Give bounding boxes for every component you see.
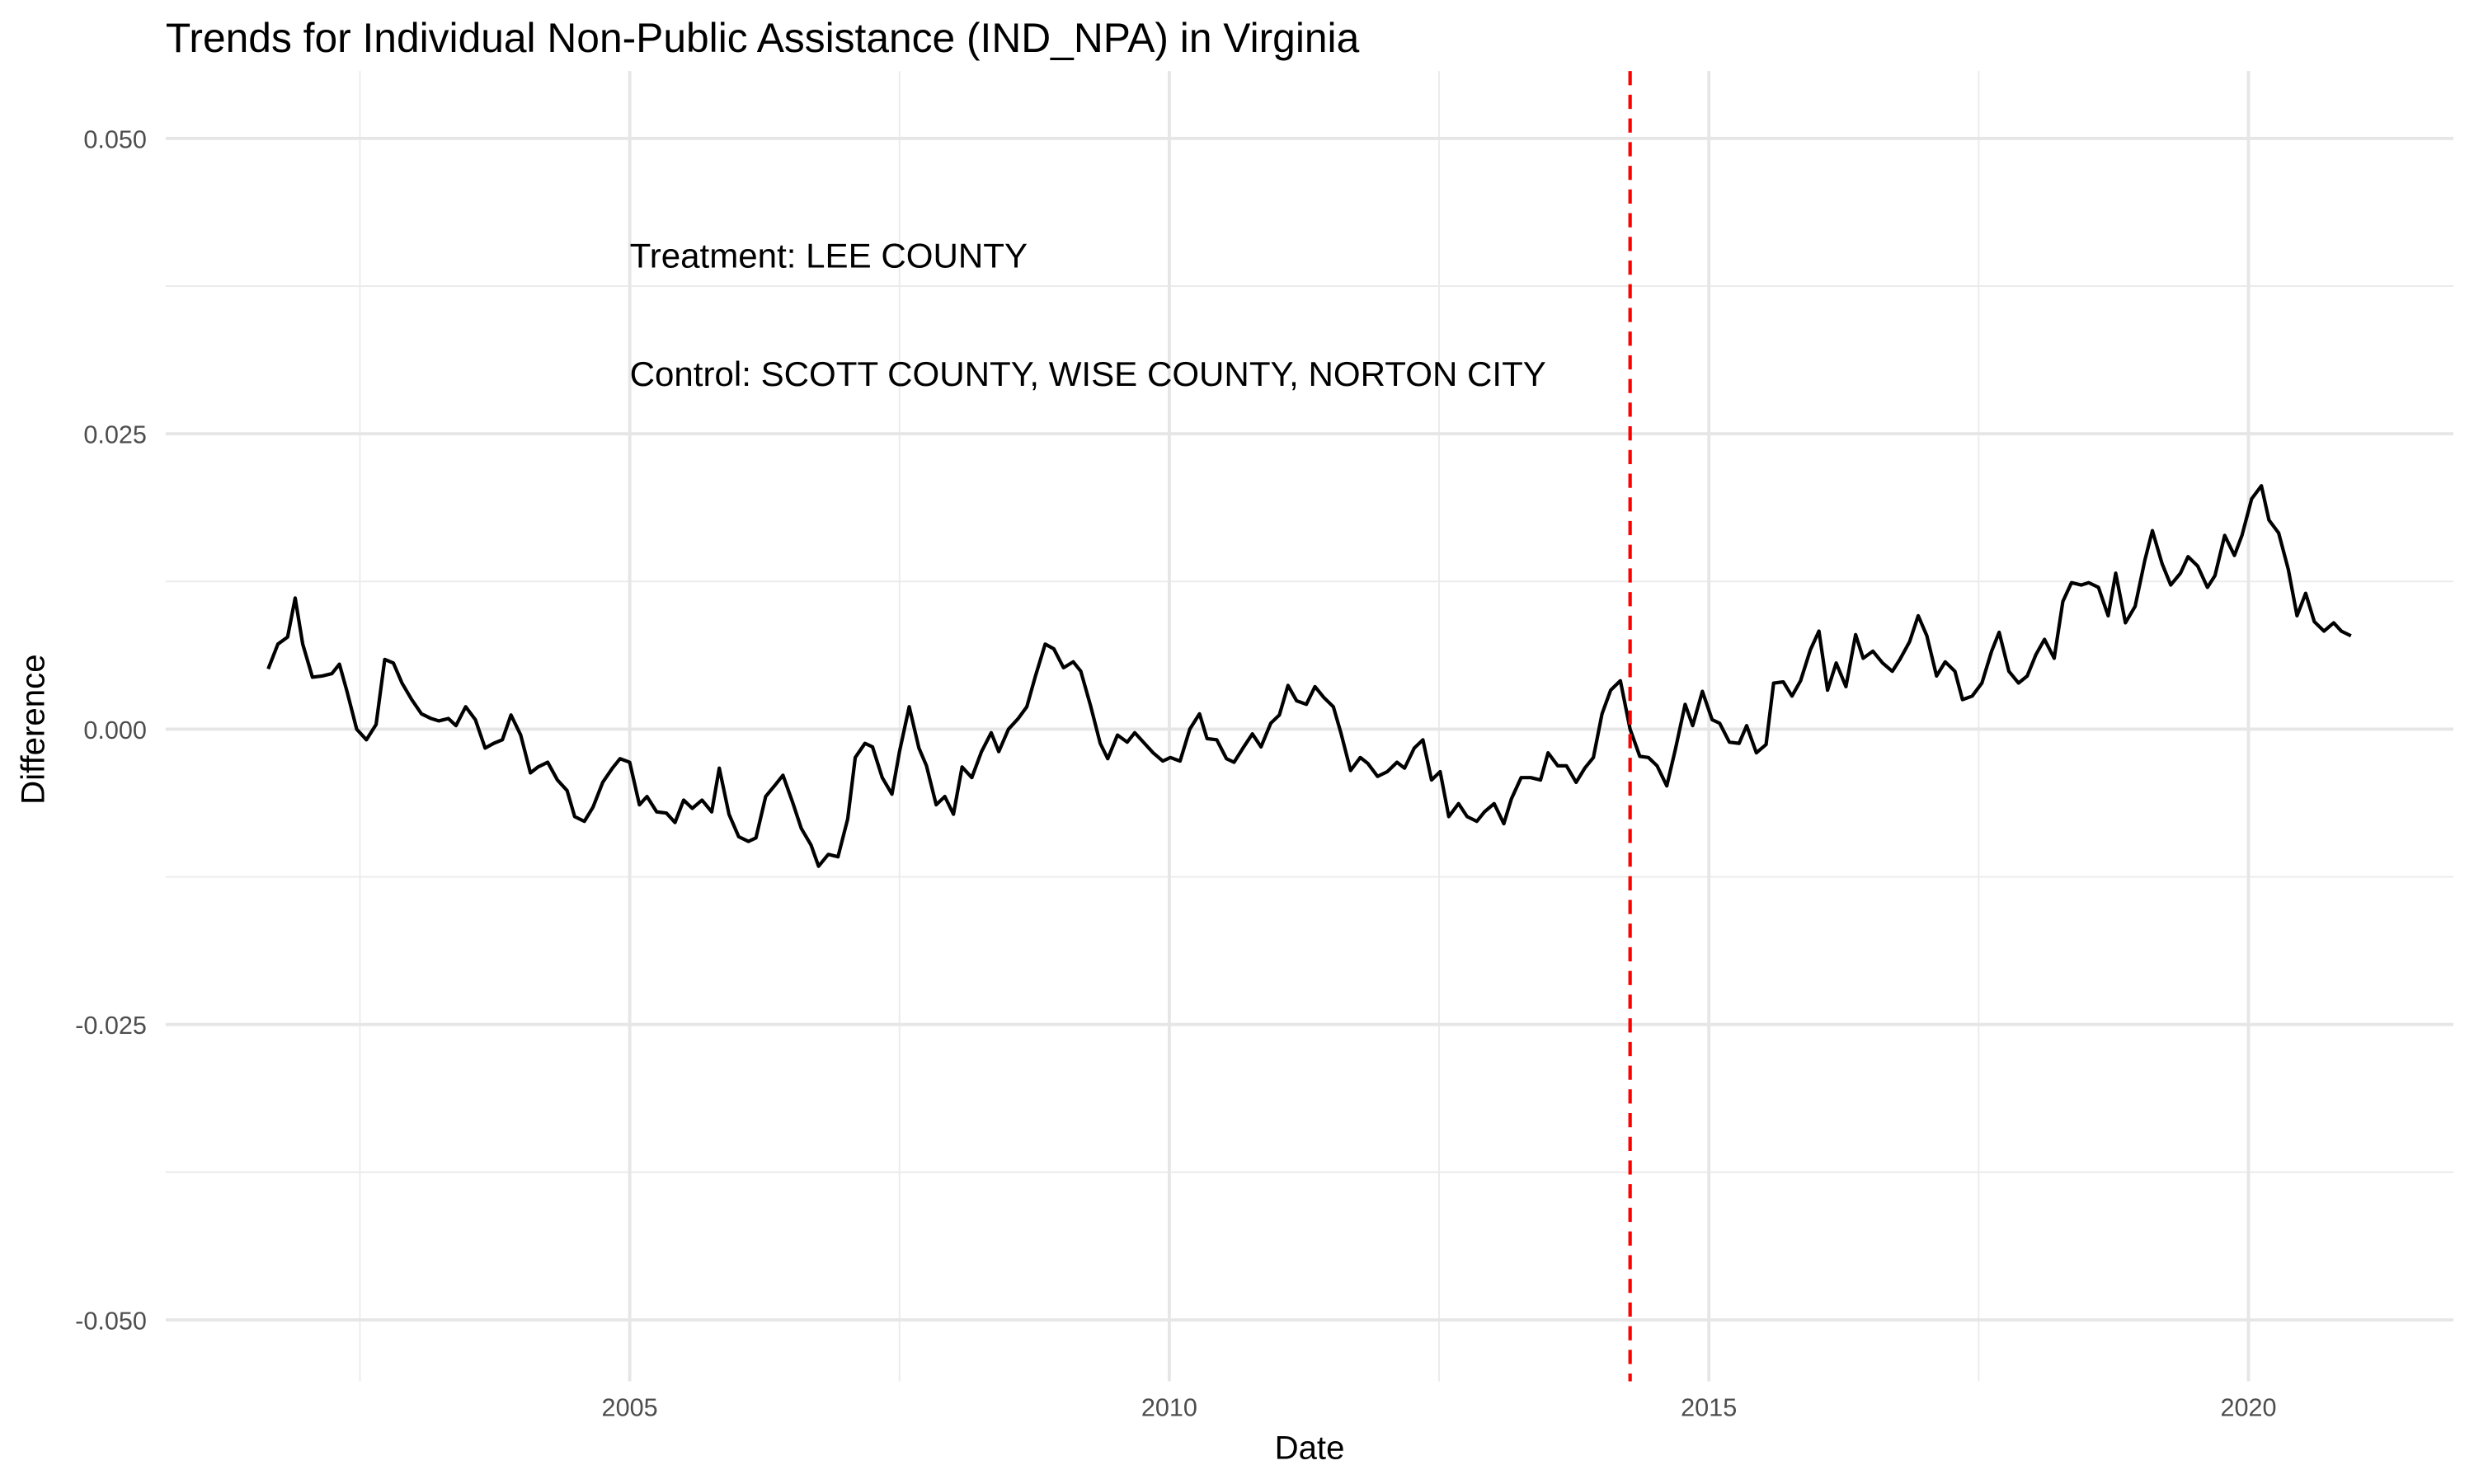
x-tick-label: 2020 <box>2220 1394 2276 1422</box>
x-tick-label: 2015 <box>1681 1394 1737 1422</box>
data-line <box>266 484 2352 868</box>
labels: 2005 2010 2015 2020 -0.050 -0.025 0.000 0.025 0.… <box>75 125 2276 1421</box>
y-tick-label: -0.050 <box>75 1307 147 1335</box>
y-tick-label: 0.000 <box>83 716 147 744</box>
y-tick-label: -0.025 <box>75 1012 147 1040</box>
x-axis-label: Date <box>1275 1429 1345 1466</box>
x-tick-label: 2005 <box>602 1394 658 1422</box>
grid <box>165 71 2454 1382</box>
y-axis-label: Difference <box>15 654 52 805</box>
chart-title: Trends for Individual Non-Public Assista… <box>166 15 1360 61</box>
y-tick-label: 0.025 <box>83 421 147 449</box>
annotation: Treatment: LEE COUNTY <box>630 237 1028 275</box>
y-tick-label: 0.050 <box>83 125 147 153</box>
plot-marks <box>266 71 2352 1382</box>
x-tick-label: 2010 <box>1141 1394 1197 1422</box>
annotation: Control: SCOTT COUNTY, WISE COUNTY, NORT… <box>630 355 1546 393</box>
